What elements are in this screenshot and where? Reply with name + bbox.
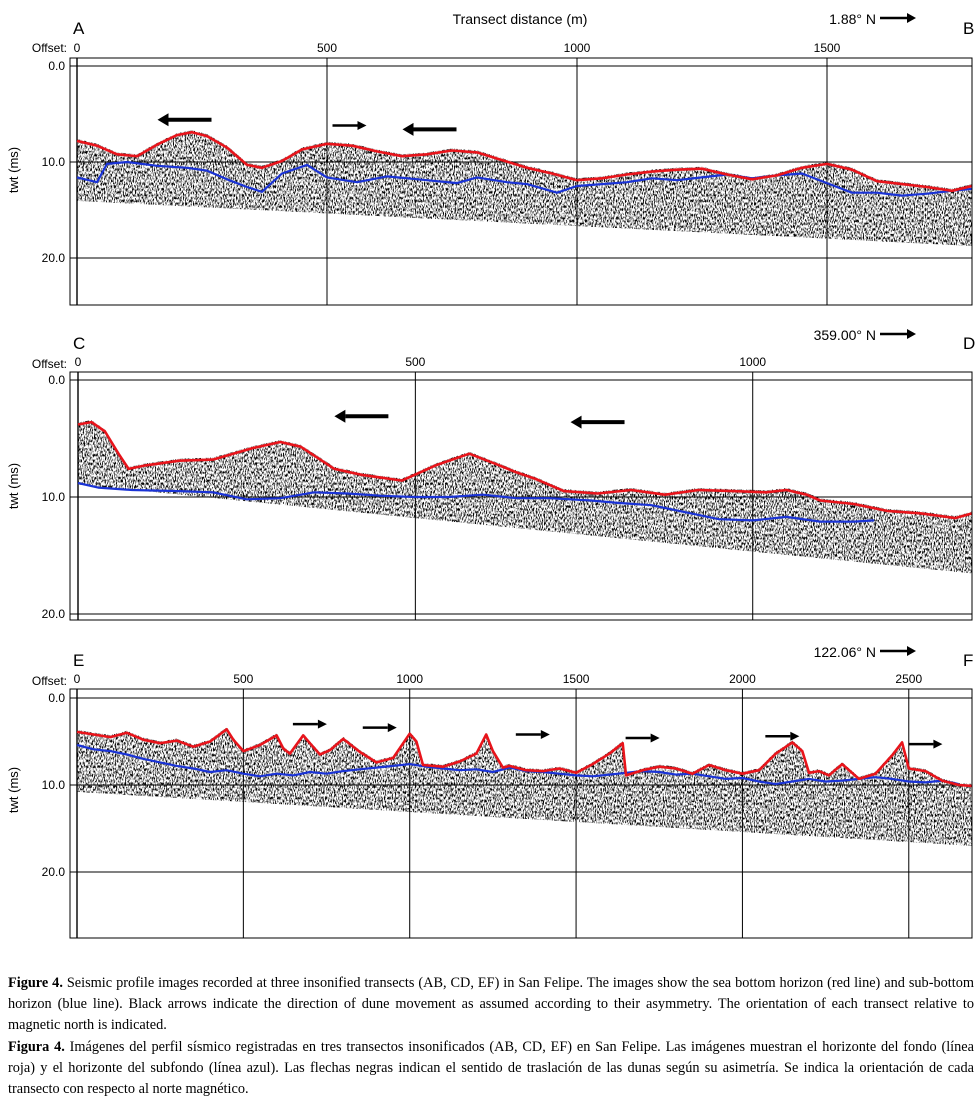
horizon-lines: [76, 727, 972, 788]
x-tick-label: 1500: [814, 41, 841, 55]
sub-bottom-horizon-line: [77, 481, 875, 523]
panel-start-label: C: [73, 334, 85, 353]
dune-direction-arrows: [334, 409, 625, 429]
arrow-right-icon: [908, 739, 943, 749]
arrow-right-icon: [362, 723, 397, 733]
x-tick-label: 1000: [739, 355, 766, 369]
arrow-right-icon: [625, 733, 660, 743]
top-axis-title: Transect distance (m): [453, 11, 588, 27]
heading-arrow-icon: [880, 13, 916, 23]
x-tick-label: 500: [405, 355, 425, 369]
panel-start-label: E: [73, 651, 84, 670]
arrow-right-icon: [765, 731, 800, 741]
seismic-reflection-texture: [77, 130, 972, 246]
y-axis-label: twt (ms): [6, 463, 21, 509]
dune-direction-arrows: [157, 113, 457, 136]
heading-label: 359.00° N: [814, 327, 876, 343]
arrow-left-icon: [570, 415, 625, 429]
y-tick-label: 20.0: [42, 607, 66, 621]
arrow-right-icon: [292, 719, 327, 729]
y-tick-label: 0.0: [48, 373, 65, 387]
heading-arrow-icon: [880, 646, 916, 656]
seismic-band: [77, 130, 972, 246]
plot-frame: [69, 57, 973, 306]
y-tick-labels: 0.0 10.0 20.0: [42, 691, 66, 879]
y-tick-label: 10.0: [42, 490, 66, 504]
x-tick-label: 1500: [563, 672, 590, 686]
y-axis-label: twt (ms): [6, 767, 21, 813]
plot-frame: [69, 371, 973, 621]
panel-ab: A B Transect distance (m) 1.88° N Offset…: [6, 11, 974, 306]
panel-ef: E F 122.06° N Offset: twt (ms) 0 500 1000 1…: [6, 644, 973, 939]
arrow-left-icon: [334, 409, 389, 423]
x-tick-label: 0: [74, 672, 81, 686]
dune-direction-arrows: [292, 719, 943, 749]
seismic-band: [77, 727, 972, 846]
panel-end-label: B: [963, 19, 974, 38]
x-tick-label: 0: [74, 41, 81, 55]
y-tick-label: 20.0: [42, 251, 66, 265]
x-tick-label: 500: [233, 672, 253, 686]
caption-text: Imágenes del perfil sísmico registradas …: [8, 1039, 974, 1097]
sea-bottom-horizon-line: [76, 130, 972, 193]
heading-arrow-icon: [880, 329, 916, 339]
sea-bottom-horizon-line: [76, 727, 972, 788]
grid-lines: [70, 372, 972, 620]
arrow-right-icon: [332, 121, 367, 131]
y-axis-label: twt (ms): [6, 147, 21, 193]
arrow-left-icon: [402, 122, 457, 136]
grid-lines: [70, 58, 972, 305]
x-tick-label: 1000: [396, 672, 423, 686]
panel-end-label: F: [963, 651, 973, 670]
y-tick-labels: 0.0 10.0 20.0: [42, 59, 66, 265]
seismic-reflection-texture: [77, 727, 972, 846]
offset-label: Offset:: [32, 357, 67, 371]
horizon-lines: [77, 420, 972, 523]
y-tick-labels: 0.0 10.0 20.0: [42, 373, 66, 621]
x-tick-label: 0: [75, 355, 82, 369]
y-tick-label: 10.0: [42, 778, 66, 792]
figure-caption-english: Figure 4. Seismic profile images recorde…: [8, 973, 974, 1036]
caption-label: Figure 4.: [8, 975, 63, 991]
y-tick-label: 0.0: [48, 691, 65, 705]
heading-label: 122.06° N: [814, 644, 876, 660]
offset-label: Offset:: [32, 674, 67, 688]
caption-text: Seismic profile images recorded at three…: [8, 975, 974, 1033]
x-tick-label: 2500: [895, 672, 922, 686]
heading-label: 1.88° N: [829, 11, 876, 27]
panel-end-label: D: [963, 334, 975, 353]
x-tick-label: 1000: [564, 41, 591, 55]
sea-bottom-horizon-line: [77, 420, 972, 520]
x-tick-labels: 0 500 1000 1500 2000 2500: [74, 672, 923, 686]
grid-lines: [70, 689, 972, 938]
panel-cd: C D 359.00° N Offset: twt (ms) 0 500 1000 …: [6, 327, 975, 621]
plot-frame: [69, 688, 973, 939]
figure-caption-spanish: Figura 4. Imágenes del perfil sísmico re…: [8, 1037, 974, 1100]
panel-start-label: A: [73, 19, 85, 38]
y-tick-label: 20.0: [42, 865, 66, 879]
horizon-lines: [76, 130, 972, 197]
arrow-left-icon: [157, 113, 212, 127]
arrow-right-icon: [515, 730, 550, 740]
y-tick-label: 10.0: [42, 155, 66, 169]
x-tick-label: 2000: [729, 672, 756, 686]
offset-label: Offset:: [32, 41, 67, 55]
x-tick-label: 500: [317, 41, 337, 55]
x-tick-labels: 0 500 1000: [75, 355, 767, 369]
y-tick-label: 0.0: [48, 59, 65, 73]
caption-label: Figura 4.: [8, 1039, 65, 1055]
x-tick-labels: 0 500 1000 1500: [74, 41, 841, 55]
seismic-profile-figure: A B Transect distance (m) 1.88° N Offset…: [6, 11, 975, 939]
sub-bottom-horizon-line: [76, 160, 972, 197]
